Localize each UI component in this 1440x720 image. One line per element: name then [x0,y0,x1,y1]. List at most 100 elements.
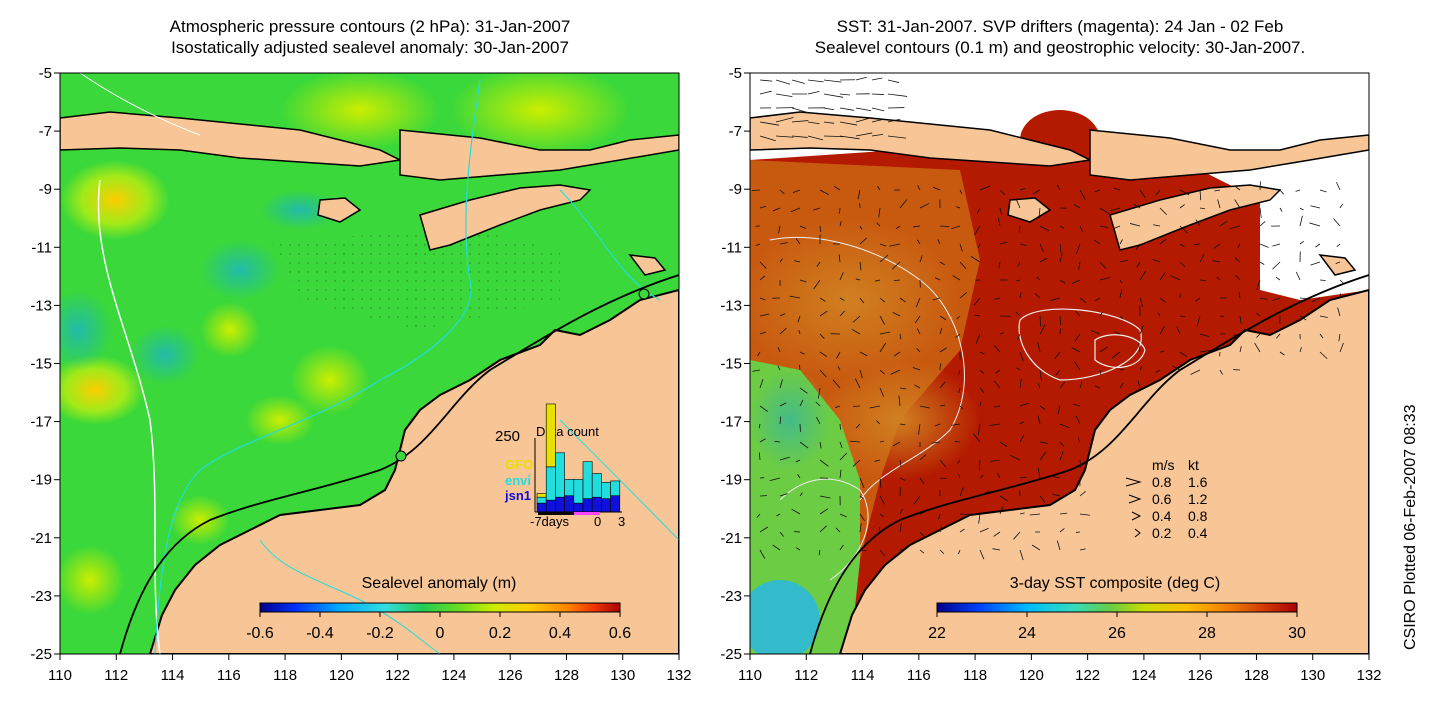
velocity-vector [792,189,801,194]
velocity-vector [807,91,820,95]
velocity-vector [1315,243,1321,248]
velocity-vector [1099,346,1108,353]
velocity-vector [899,297,906,303]
right-lat-label: -21 [720,530,742,547]
velocity-vector [1155,189,1161,196]
velocity-vector [871,93,884,95]
velocity-vector [951,225,961,230]
velocity-vector [1338,333,1341,342]
velocity-vector [1110,207,1121,212]
velocity-vector [1199,189,1202,201]
velocity-vector [779,189,785,195]
velocity-vector [1037,415,1041,425]
velocity-vector [799,351,805,355]
velocity-vector [1159,272,1166,281]
inset-title: Data count [536,424,599,439]
velocity-vector [1099,225,1109,228]
velocity-vector [914,315,921,324]
right-axes: 110 112 114 116 118 120 122 124 126 128 130 132 -5 -7… [720,65,1381,684]
right-lat-label: -7 [729,123,742,140]
pressure-contour [97,179,161,654]
velocity-vector [1254,342,1261,353]
velocity-vector [797,315,801,323]
velocity-vector [759,379,764,389]
velocity-vector [807,79,824,83]
velocity-vector [819,441,822,449]
velocity-vector [1119,315,1124,320]
sealevel-contour [1018,308,1142,381]
velocity-vector [994,297,1001,300]
velocity-vector [1295,189,1301,192]
velocity-vector [1039,315,1042,327]
velocity-vector [1032,189,1041,195]
velocity-vector [934,423,941,427]
velocity-vector [879,297,886,303]
inset-bar-envi [582,461,593,499]
velocity-vector [1071,347,1081,353]
velocity-vector [1275,276,1281,281]
velocity-vector [815,401,821,407]
velocity-vector [1073,204,1081,209]
velocity-vector [1059,225,1065,229]
velocity-vector [1279,207,1283,212]
velocity-vector [976,207,981,214]
velocity-vector [1050,297,1061,301]
anomaly-low [130,325,200,385]
velocity-vector [1272,243,1281,247]
velocity-vector [1099,277,1110,281]
velocity-vector [759,135,776,142]
right-lon-label: 124 [1131,667,1156,684]
velocity-vector [899,423,906,426]
velocity-vector [879,549,886,557]
velocity-vector [759,331,766,335]
velocity-vector [1179,204,1185,209]
velocity-vector [1139,325,1144,335]
left-colorbar-tick-label: 0.6 [609,625,631,642]
velocity-vector [973,297,981,306]
velocity-vector [1196,315,1201,327]
velocity-vector [1216,276,1221,281]
velocity-vector [891,261,901,270]
velocity-vector [939,327,943,335]
velocity-vector [1179,225,1188,234]
velocity-vector [1037,342,1041,353]
velocity-vector [959,487,964,497]
velocity-vector [1336,243,1341,247]
velocity-vector [899,508,903,515]
velocity-vector [974,225,981,236]
velocity-vector [939,459,947,468]
velocity-vector [1039,324,1046,335]
velocity-vector [1010,455,1021,461]
velocity-vector [759,121,779,126]
velocity-vector [839,93,851,96]
velocity-vector [1079,459,1082,468]
velocity-vector [1259,297,1268,300]
velocity-vector [776,513,781,517]
left-colorbar-tick-label: -0.4 [306,625,334,642]
velocity-vector [1037,383,1041,389]
velocity-vector [1199,350,1211,353]
left-lat-label: -13 [30,297,52,314]
left-lat-label: -11 [31,239,52,256]
tide-gauge-marker [395,450,407,462]
velocity-vector [1071,279,1081,284]
velocity-vector [990,459,1001,462]
velocity-vector [1256,312,1261,317]
velocity-vector [876,420,881,425]
sumba-island [317,197,362,223]
velocity-vector [1213,243,1221,249]
velocity-vector [852,459,861,467]
velocity-vector [1059,243,1062,254]
velocity-vector [759,205,767,209]
data-count-inset: 250 Data count GFO envi jsn1 -7days 0 3 [495,403,625,529]
velocity-vector [871,134,884,137]
right-title-line1: SST: 31-Jan-2007. SVP drifters (magenta)… [836,17,1284,36]
velocity-vector [759,79,773,82]
velocity-vector [1155,369,1161,373]
velocity-vectors [752,76,1345,561]
velocity-vector [817,387,821,399]
velocity-vector [919,511,925,515]
velocity-vector [1299,297,1310,300]
velocity-vector [1094,239,1101,245]
velocity-vector [819,297,826,302]
